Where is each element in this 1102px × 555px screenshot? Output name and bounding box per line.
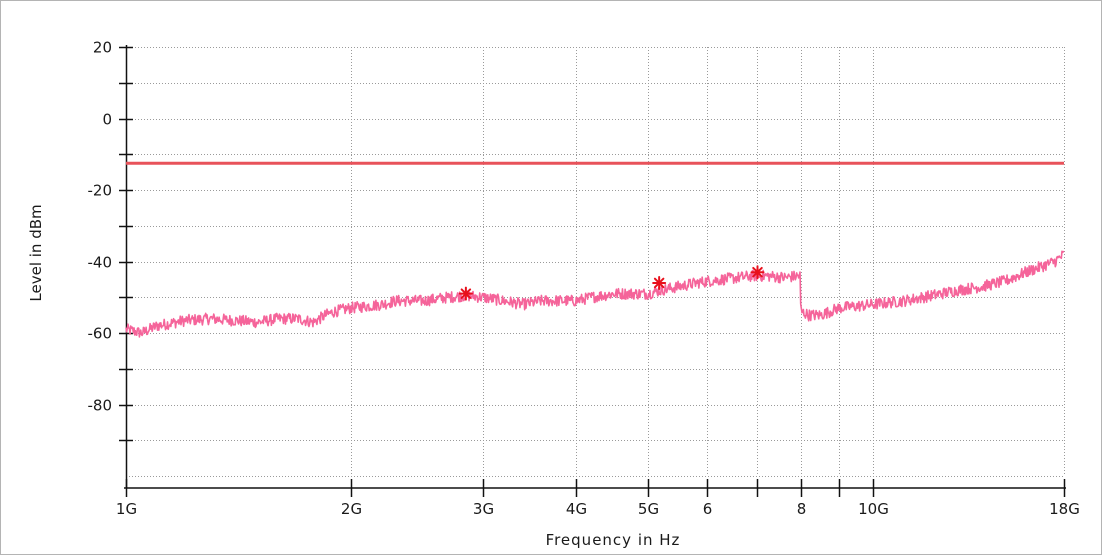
x-tick-label: 8	[797, 500, 807, 518]
peak-marker	[750, 265, 765, 280]
measurement-trace	[125, 250, 1065, 338]
x-axis-label: Frequency in Hz	[546, 531, 681, 549]
x-tick-label: 18G	[1049, 500, 1080, 518]
y-tick-label: -40	[88, 254, 113, 272]
x-tick-label: 10G	[858, 500, 889, 518]
y-axis-label: Level in dBm	[27, 204, 45, 301]
x-tick-label: 5G	[638, 500, 659, 518]
marker-layer	[458, 265, 765, 301]
label-layer: 20 0 -20 -40 -60 -80 1G 2G 3G 4G 5G 6 8 10G 18G	[88, 39, 1080, 519]
x-tick-label: 6	[703, 500, 713, 518]
peak-marker	[652, 275, 667, 290]
y-tick-label: 20	[93, 39, 112, 57]
y-tick-label: -60	[88, 325, 113, 343]
axes	[119, 45, 1066, 497]
trace-layer	[125, 250, 1065, 338]
y-tick-label: -80	[88, 397, 113, 415]
x-tick-label: 1G	[116, 500, 137, 518]
y-tick-label: 0	[102, 111, 112, 129]
y-tick-label: -20	[88, 182, 113, 200]
peak-marker	[458, 286, 473, 301]
x-tick-label: 4G	[566, 500, 587, 518]
x-tick-label: 3G	[473, 500, 494, 518]
grid	[126, 47, 1065, 477]
x-tick-label: 2G	[341, 500, 362, 518]
